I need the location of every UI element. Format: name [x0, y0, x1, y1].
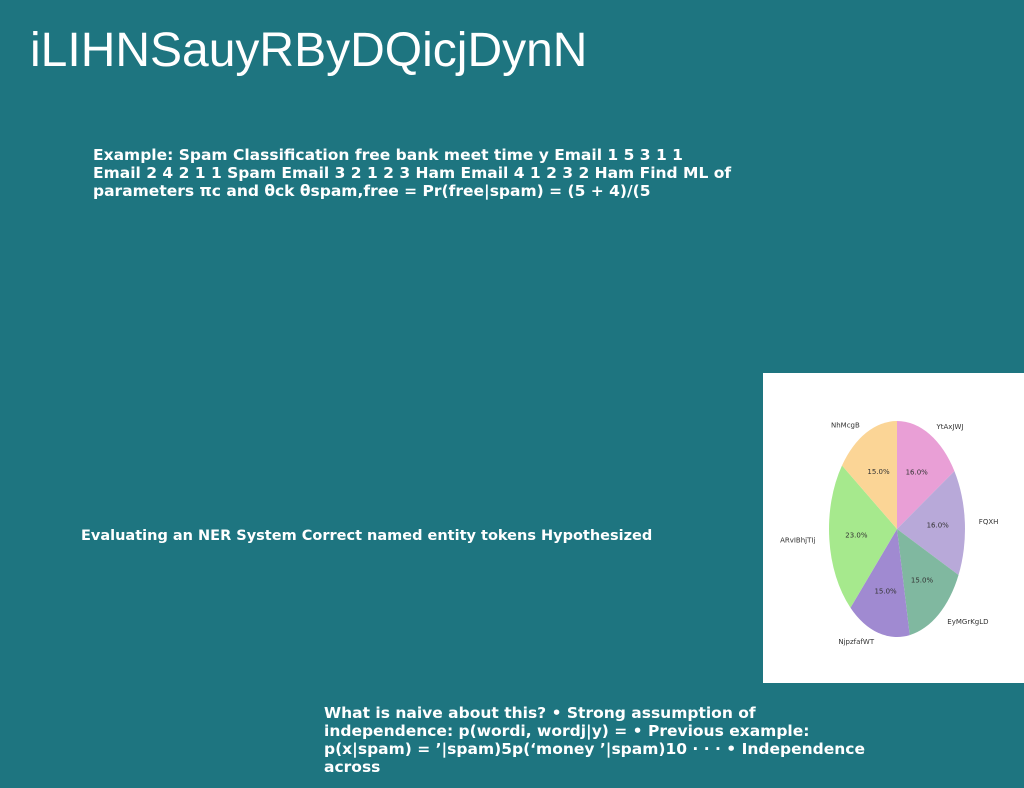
- ner-evaluation-text: Evaluating an NER System Correct named e…: [81, 527, 652, 545]
- pie-slice-category-label: NhMcgB: [831, 421, 860, 429]
- pie-slice-percent-label: 15.0%: [867, 468, 890, 476]
- naive-assumption-text: What is naive about this? • Strong assum…: [324, 704, 884, 776]
- pie-slice-category-label: FQXH: [979, 518, 999, 526]
- pie-chart: 16.0% YtAxJWJ 16.0% FQXH 15.0% EyMGrKgLD 15.0%…: [763, 373, 1024, 683]
- pie-chart-panel: 16.0% YtAxJWJ 16.0% FQXH 15.0% EyMGrKgLD 15.0%…: [763, 373, 1024, 683]
- spam-example-text: Example: Spam Classification free bank m…: [93, 146, 733, 200]
- pie-slice-percent-label: 23.0%: [845, 532, 868, 540]
- pie-slice-category-label: YtAxJWJ: [936, 423, 964, 431]
- slide-title: iLIHNSauyRByDQicjDynN: [30, 22, 587, 80]
- pie-slice-category-label: EyMGrKgLD: [947, 618, 988, 626]
- pie-slice-category-label: NjpzfafWT: [838, 638, 874, 646]
- pie-slice-category-label: ARvIBhjTIj: [780, 537, 815, 545]
- pie-slice-percent-label: 16.0%: [906, 469, 929, 477]
- pie-slice-percent-label: 15.0%: [874, 588, 897, 596]
- pie-slice-percent-label: 15.0%: [911, 577, 934, 585]
- pie-slice-percent-label: 16.0%: [927, 521, 950, 529]
